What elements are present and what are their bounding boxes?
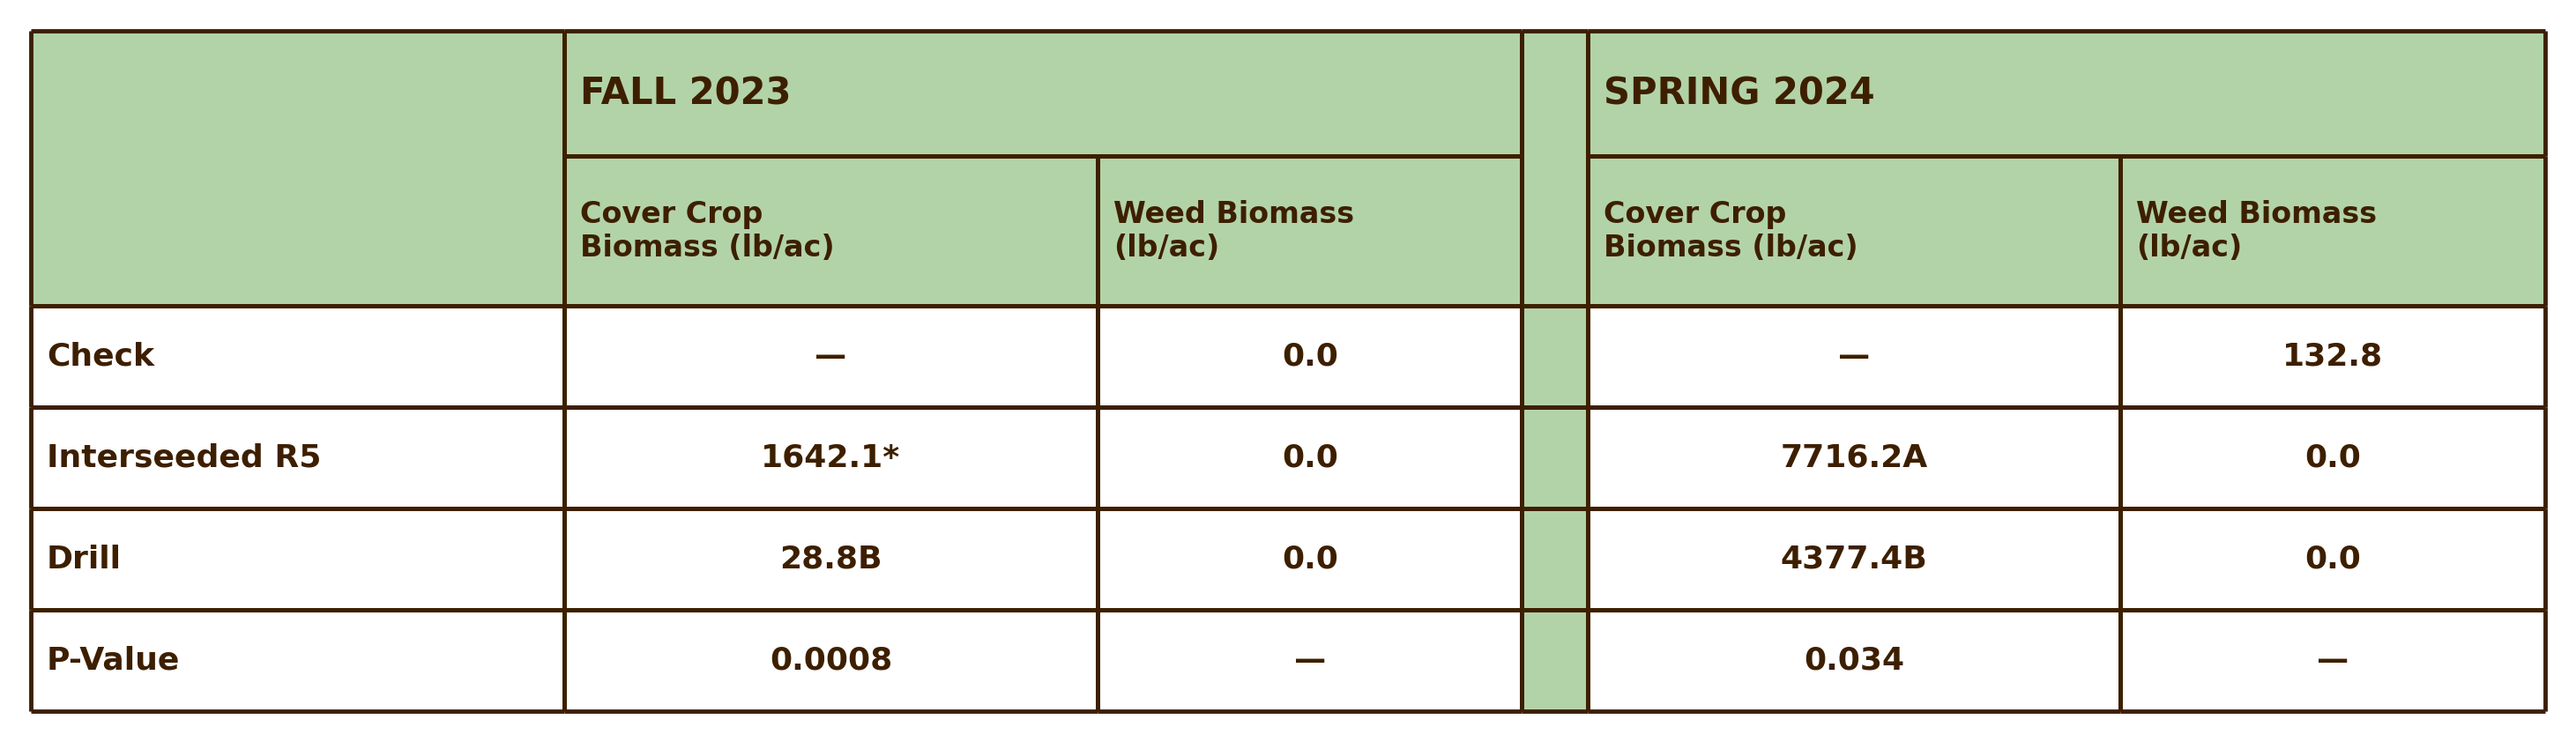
Bar <box>31 407 564 509</box>
Text: Weed Biomass
(lb/ac): Weed Biomass (lb/ac) <box>2136 200 2378 263</box>
Text: 0.034: 0.034 <box>1803 646 1904 675</box>
Text: Cover Crop
Biomass (lb/ac): Cover Crop Biomass (lb/ac) <box>580 200 835 263</box>
Bar <box>564 157 1097 306</box>
Bar <box>1097 306 1522 407</box>
Text: —: — <box>814 342 848 372</box>
Bar <box>1587 407 2120 509</box>
Bar <box>1587 610 2120 711</box>
Text: P-Value: P-Value <box>46 646 180 675</box>
Text: —: — <box>2316 646 2349 675</box>
Text: —: — <box>1839 342 1870 372</box>
Bar <box>31 509 564 610</box>
Bar <box>1587 509 2120 610</box>
Bar <box>1522 306 1587 407</box>
Text: Drill: Drill <box>46 545 121 574</box>
Text: —: — <box>1293 646 1327 675</box>
Text: SPRING 2024: SPRING 2024 <box>1602 75 1875 112</box>
Bar <box>2120 407 2545 509</box>
Bar <box>31 306 564 407</box>
Bar <box>31 610 564 711</box>
Text: 0.0: 0.0 <box>1283 545 1337 574</box>
Bar <box>1522 31 1587 306</box>
Text: 28.8B: 28.8B <box>781 545 881 574</box>
Text: 132.8: 132.8 <box>2282 342 2383 372</box>
Text: 0.0: 0.0 <box>1283 443 1337 473</box>
Bar <box>1587 157 2120 306</box>
Text: 0.0008: 0.0008 <box>770 646 891 675</box>
Text: Cover Crop
Biomass (lb/ac): Cover Crop Biomass (lb/ac) <box>1602 200 1857 263</box>
Bar <box>564 610 1097 711</box>
Bar <box>564 31 1522 157</box>
Bar <box>564 509 1097 610</box>
Bar <box>564 306 1097 407</box>
Bar <box>1587 306 2120 407</box>
Bar <box>2120 509 2545 610</box>
Bar <box>2120 306 2545 407</box>
Bar <box>1097 407 1522 509</box>
Text: 7716.2A: 7716.2A <box>1780 443 1927 473</box>
Bar <box>1587 31 2545 157</box>
Text: 0.0: 0.0 <box>2306 443 2362 473</box>
Bar <box>31 31 564 306</box>
Bar <box>1522 509 1587 610</box>
Text: Interseeded R5: Interseeded R5 <box>46 443 322 473</box>
Bar <box>2120 157 2545 306</box>
Text: 4377.4B: 4377.4B <box>1780 545 1927 574</box>
Text: FALL 2023: FALL 2023 <box>580 75 791 112</box>
Text: 0.0: 0.0 <box>1283 342 1337 372</box>
Bar <box>1097 610 1522 711</box>
Bar <box>1097 509 1522 610</box>
Text: Weed Biomass
(lb/ac): Weed Biomass (lb/ac) <box>1113 200 1355 263</box>
Bar <box>1522 610 1587 711</box>
Bar <box>2120 610 2545 711</box>
Bar <box>564 407 1097 509</box>
Text: Check: Check <box>46 342 155 372</box>
Text: 0.0: 0.0 <box>2306 545 2362 574</box>
Bar <box>1097 157 1522 306</box>
Text: 1642.1*: 1642.1* <box>760 443 902 473</box>
Bar <box>1522 407 1587 509</box>
